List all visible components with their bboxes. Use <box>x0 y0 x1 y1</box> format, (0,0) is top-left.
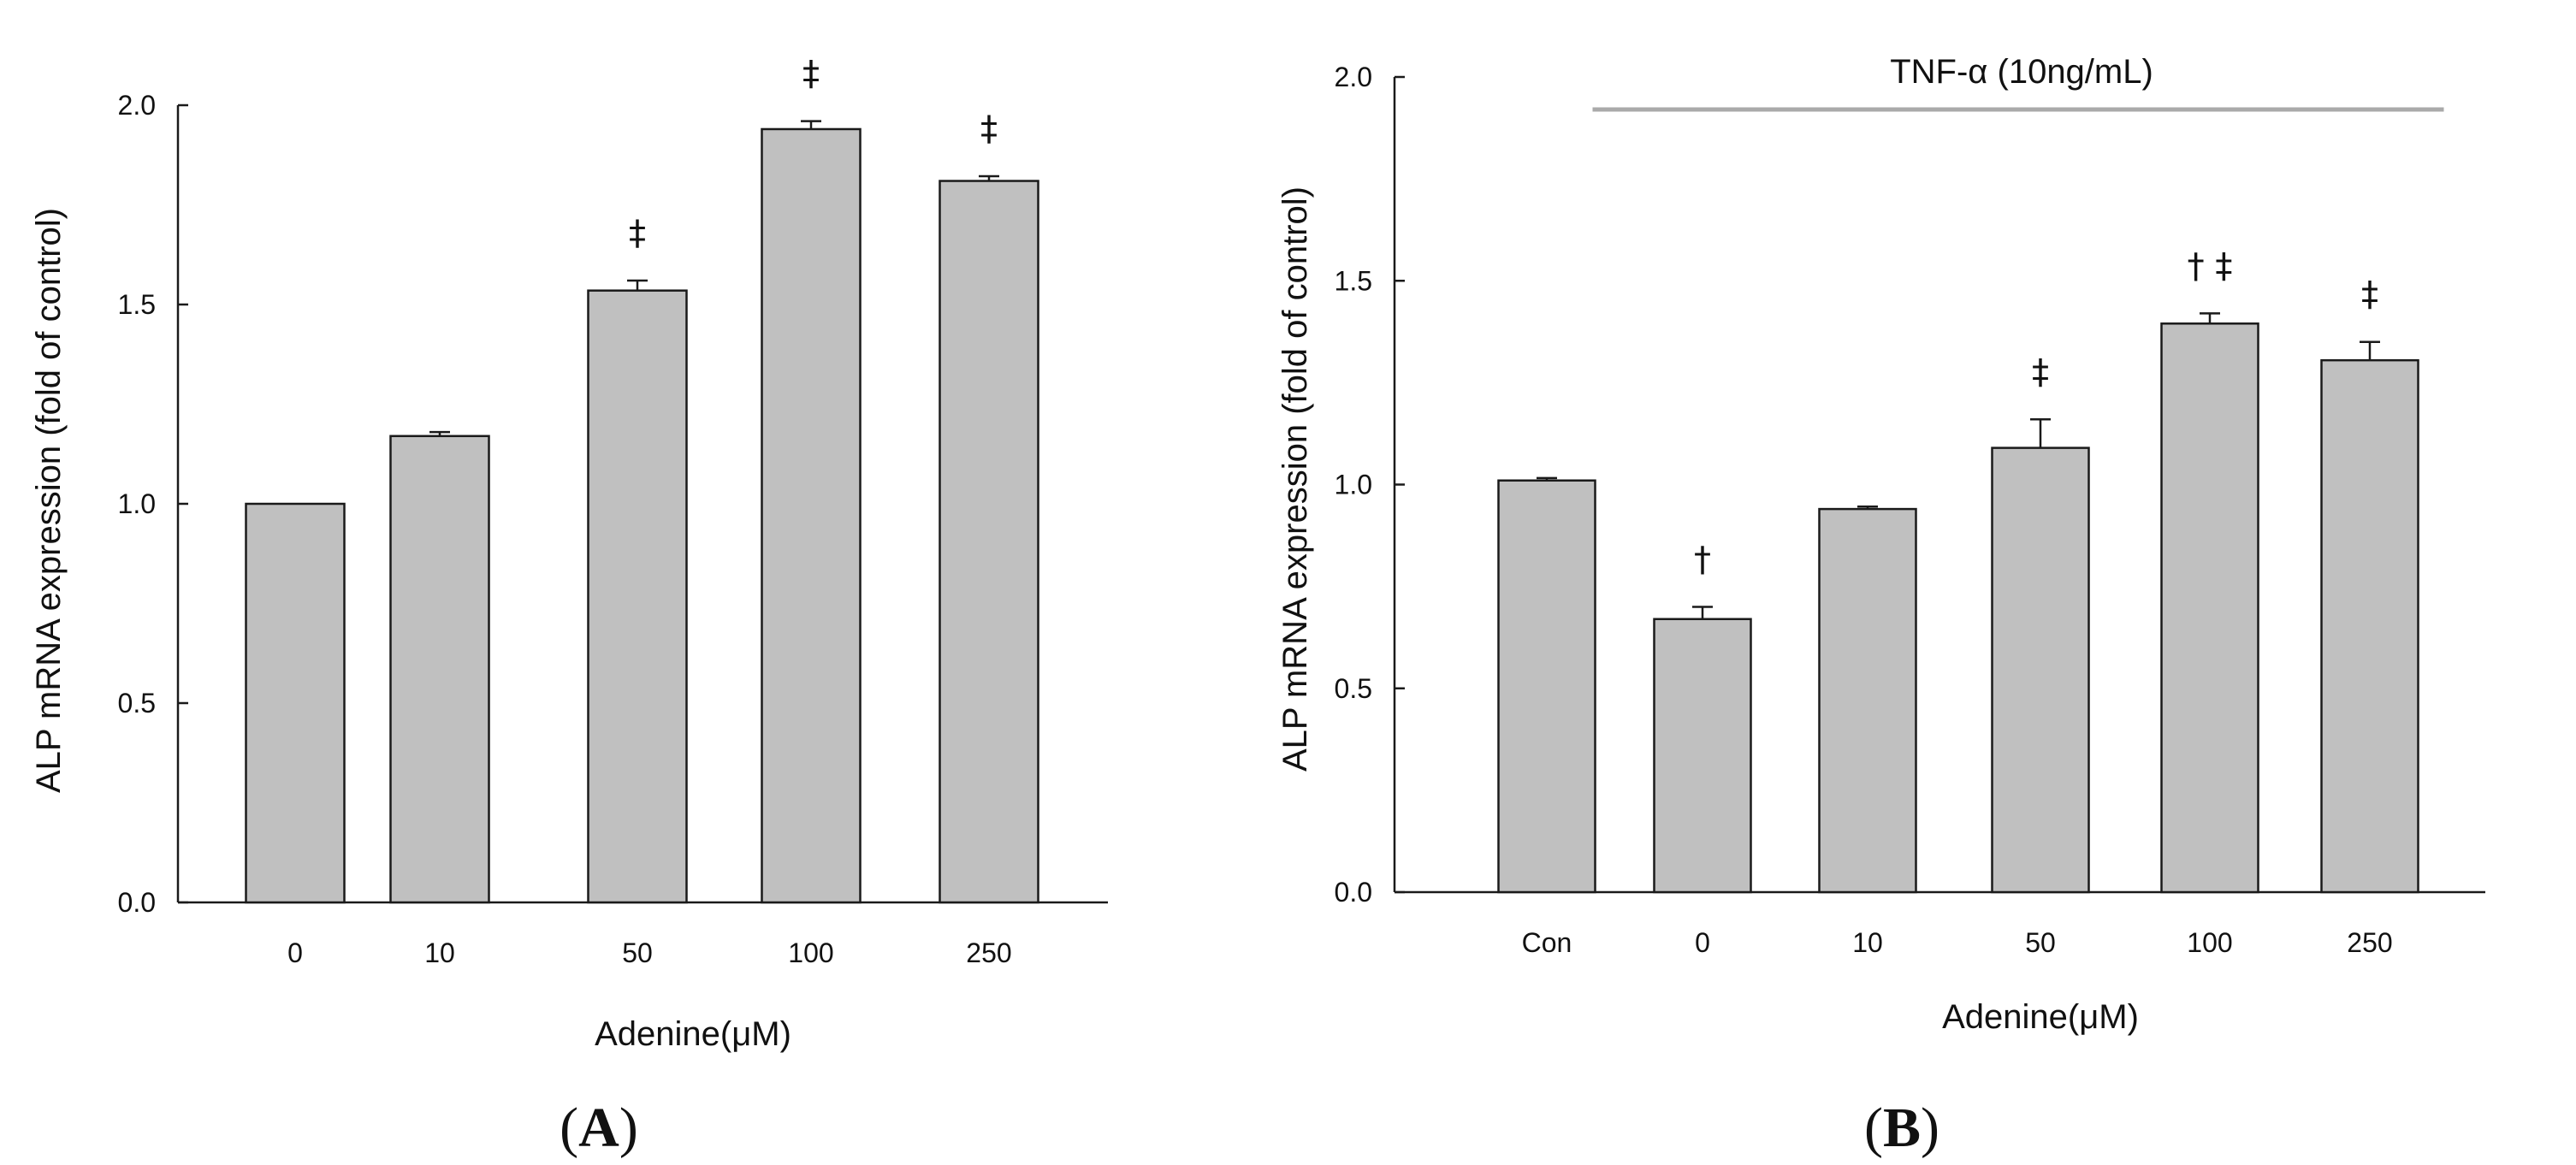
x-tick-label: 50 <box>622 937 653 968</box>
panel-label-close: ) <box>619 1097 638 1159</box>
x-tick-label: 10 <box>424 937 455 968</box>
x-tick-label: 0 <box>287 937 303 968</box>
x-tick-label: 100 <box>788 937 833 968</box>
bar <box>2320 358 2419 894</box>
chart-panel-a: 0.0 0.5 1.0 1.5 2.0 0 10 50 ‡ 100 ‡ 250 ‡ Adenine(μM)… <box>30 55 1108 1159</box>
y-tick-label: 2.0 <box>1335 62 1372 92</box>
x-tick-label: 10 <box>1852 927 1883 958</box>
panel-label-open: ( <box>1864 1097 1883 1159</box>
significance-mark: † ‡ <box>2188 246 2233 286</box>
significance-mark: ‡ <box>629 214 646 253</box>
bar <box>939 180 1039 904</box>
bar <box>1653 618 1752 894</box>
x-tick-label: 250 <box>2347 927 2392 958</box>
y-tick-label: 1.0 <box>1335 470 1372 500</box>
y-tick-label: 0.0 <box>1335 877 1372 908</box>
bar <box>2160 322 2259 894</box>
y-tick-label: 1.5 <box>1335 265 1372 296</box>
significance-mark: ‡ <box>980 109 998 149</box>
y-tick-label: 1.5 <box>118 289 156 320</box>
x-tick-label: 50 <box>2025 927 2056 958</box>
y-axis-title: ALP mRNA expression (fold of control) <box>1276 186 1314 772</box>
y-axis-title: ALP mRNA expression (fold of control) <box>30 208 68 793</box>
y-tick-label: 2.0 <box>118 90 156 121</box>
treatment-label: TNF-α (10ng/mL) <box>1890 53 2153 91</box>
x-axis-title: Adenine(μM) <box>1942 998 2139 1036</box>
bar <box>587 289 688 904</box>
panel-label-letter: B <box>1883 1097 1921 1159</box>
bar <box>245 502 346 904</box>
y-tick-label: 1.0 <box>118 488 156 519</box>
bar <box>1497 479 1596 894</box>
y-tick-label: 0.0 <box>118 887 156 918</box>
y-tick-label: 0.5 <box>118 688 156 719</box>
bar <box>761 127 862 904</box>
panel-label-open: ( <box>560 1097 578 1159</box>
panel-label-a: (A) <box>560 1097 638 1159</box>
bar <box>1991 446 2090 894</box>
panel-label-close: ) <box>1921 1097 1939 1159</box>
bar <box>1818 507 1917 894</box>
x-tick-label: Con <box>1522 927 1572 958</box>
y-tick-label: 0.5 <box>1335 673 1372 704</box>
x-tick-label: 250 <box>966 937 1011 968</box>
significance-mark: ‡ <box>2361 275 2378 315</box>
significance-mark: ‡ <box>802 55 820 94</box>
panel-label-letter: A <box>578 1097 619 1159</box>
chart-panel-b: 0.0 0.5 1.0 1.5 2.0 Con 0 † 10 50 ‡ 100 † ‡ 250 ‡ TNF-α… <box>1276 53 2485 1159</box>
x-tick-label: 0 <box>1695 927 1710 958</box>
panel-label-b: (B) <box>1864 1097 1939 1159</box>
significance-mark: ‡ <box>2032 352 2049 392</box>
x-tick-label: 100 <box>2187 927 2232 958</box>
significance-mark: † <box>1694 540 1711 579</box>
bar <box>389 435 490 904</box>
x-axis-title: Adenine(μM) <box>595 1015 791 1053</box>
